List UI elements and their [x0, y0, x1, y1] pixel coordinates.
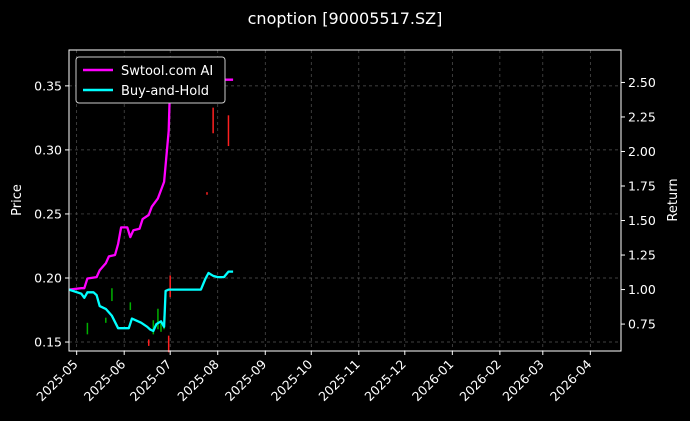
legend-label-swtool: Swtool.com AI: [121, 64, 213, 79]
y-left-tick-label: 0.25: [34, 206, 62, 221]
y-right-tick-label: 1.25: [628, 248, 656, 263]
y-left-tick-label: 0.30: [34, 142, 62, 157]
y-right-tick-label: 2.00: [628, 144, 656, 159]
y-left-tick-label: 0.15: [34, 335, 62, 350]
y-right-tick-label: 0.75: [628, 317, 656, 332]
y-right-tick-label: 1.75: [628, 179, 656, 194]
legend-label-buy-and-hold: Buy-and-Hold: [121, 84, 209, 99]
y-right-tick-label: 2.50: [628, 75, 656, 90]
y-right-tick-label: 1.50: [628, 213, 656, 228]
series-line-buy-and-hold: [68, 270, 234, 333]
y-axis-right-title: Return: [666, 178, 681, 221]
y-axis-right: 0.75 1.00 1.25 1.50 1.75 2.00 2.25 2.50: [621, 75, 656, 332]
y-right-tick-label: 2.25: [628, 109, 656, 124]
chart-title: cnoption [90005517.SZ]: [248, 9, 443, 28]
y-axis-left: 0.15 0.20 0.25 0.30 0.35: [34, 78, 69, 350]
legend: Swtool.com AI Buy-and-Hold: [75, 56, 226, 104]
y-left-tick-label: 0.20: [34, 270, 62, 285]
legend-box: [75, 56, 226, 104]
plot-frame: [68, 49, 622, 352]
y-axis-left-title: Price: [10, 184, 25, 216]
y-right-tick-label: 1.00: [628, 282, 656, 297]
y-left-tick-label: 0.35: [34, 78, 62, 93]
